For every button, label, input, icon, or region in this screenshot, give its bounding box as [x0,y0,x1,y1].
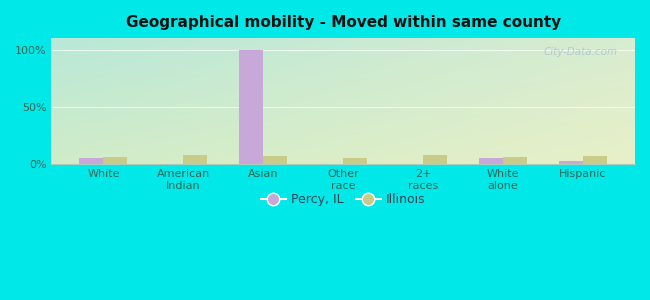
Bar [183,155,207,164]
Bar [559,161,583,164]
Title: Geographical mobility - Moved within same county: Geographical mobility - Moved within sam… [125,15,561,30]
Bar [583,156,607,164]
Bar [343,158,367,164]
Bar [239,50,263,164]
Bar [479,158,503,164]
Bar [503,158,527,164]
Bar [79,158,103,164]
Bar [423,155,447,164]
Legend: Percy, IL, Illinois: Percy, IL, Illinois [256,188,430,211]
Bar [263,156,287,164]
Text: City-Data.com: City-Data.com [543,47,618,57]
Bar [103,158,127,164]
